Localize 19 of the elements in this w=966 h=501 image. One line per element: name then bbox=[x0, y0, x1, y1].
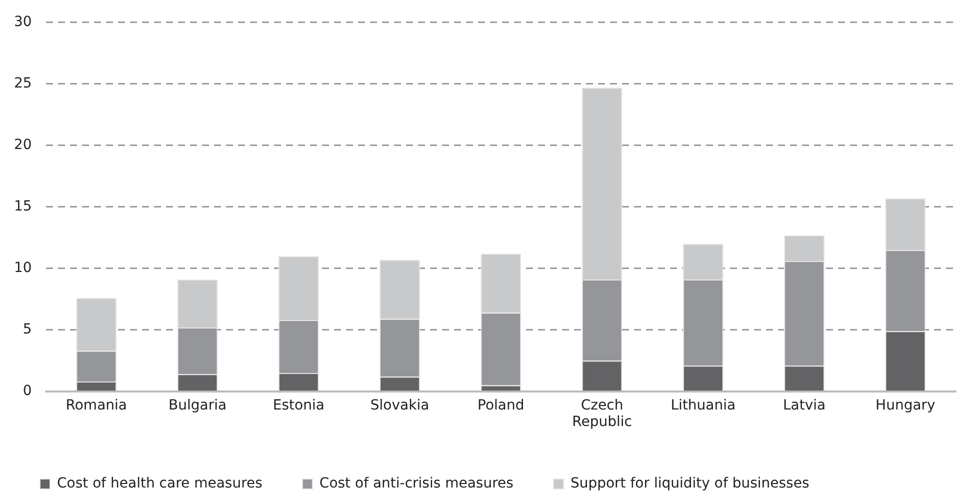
x-tick-label: Poland bbox=[478, 397, 524, 414]
x-tick-label: Lithuania bbox=[670, 397, 736, 414]
y-tick-label: 30 bbox=[14, 14, 32, 30]
legend-label: Cost of health care measures bbox=[57, 476, 262, 492]
y-tick-label: 20 bbox=[14, 137, 32, 154]
x-tick-label: Romania bbox=[66, 397, 127, 414]
x-tick-label: Slovakia bbox=[370, 397, 430, 414]
y-tick-label: 15 bbox=[14, 198, 32, 215]
y-tick-label: 25 bbox=[14, 76, 32, 92]
legend-label: Support for liquidity of businesses bbox=[570, 476, 810, 492]
x-tick-label: Hungary bbox=[876, 397, 936, 414]
x-tick-label: Bulgaria bbox=[168, 397, 227, 414]
y-tick-label: 10 bbox=[14, 260, 32, 276]
y-tick-label: 0 bbox=[22, 383, 32, 400]
x-tick-label: Czech Republic bbox=[572, 397, 632, 430]
y-tick-label: 5 bbox=[22, 322, 32, 338]
x-tick-label: Estonia bbox=[272, 397, 324, 414]
legend-label: Cost of anti-crisis measures bbox=[319, 476, 514, 492]
x-tick-label: Latvia bbox=[782, 397, 826, 414]
